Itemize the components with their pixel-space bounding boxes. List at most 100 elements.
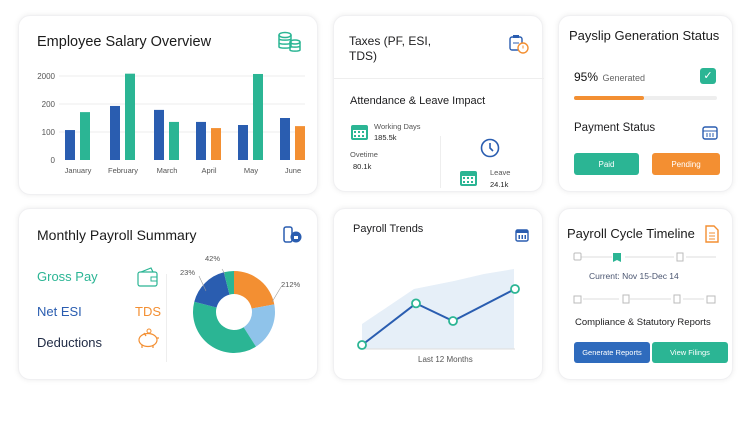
bar	[154, 109, 164, 160]
donut-slice	[194, 272, 230, 308]
summary-title: Monthly Payroll Summary	[37, 227, 197, 243]
generate-reports-button[interactable]: Generate Reports	[574, 342, 650, 363]
bar	[196, 121, 206, 160]
payroll-trend-chart	[357, 269, 520, 350]
donut-slice	[234, 271, 275, 309]
x-tick-label: January	[65, 166, 92, 175]
y-tick-label: 100	[42, 128, 56, 137]
vertical-divider	[166, 274, 167, 362]
timeline-step-icon	[673, 294, 681, 304]
donut-label: 212%	[281, 280, 301, 289]
timeline-step-icon	[706, 295, 716, 304]
paid-button[interactable]: Paid	[574, 153, 639, 175]
bar	[110, 105, 120, 160]
pending-button[interactable]: Pending	[652, 153, 720, 175]
generation-progress-bar	[574, 96, 717, 100]
timeline-track	[573, 252, 716, 304]
salary-title: Employee Salary Overview	[37, 34, 212, 50]
bar	[125, 73, 135, 160]
card-divider	[334, 78, 544, 79]
coins-icon	[278, 31, 301, 52]
y-tick-label: 2000	[37, 72, 55, 81]
clock-icon	[480, 138, 500, 158]
wallet-icon	[137, 267, 158, 287]
overtime-label: Ovetime	[350, 150, 378, 159]
timeline-current-step-icon	[613, 253, 621, 262]
trend-point	[357, 340, 367, 350]
generation-progress-fill	[574, 96, 645, 100]
trend-point	[510, 284, 520, 294]
taxes-title-line1: Taxes (PF, ESI,	[349, 34, 432, 48]
wallet-lock-icon	[283, 226, 302, 243]
y-tick-label: 0	[51, 156, 56, 165]
taxes-title: Taxes (PF, ESI, TDS)	[349, 34, 431, 64]
calendar-icon	[515, 229, 529, 242]
gross-pay-label: Gross Pay	[37, 269, 98, 284]
deductions-label: Deductions	[37, 335, 103, 350]
donut-slice	[223, 271, 234, 295]
bar	[295, 126, 305, 160]
trend-point	[448, 316, 458, 326]
salary-overview-card: Employee Salary Overview 0 100 200 2000 Janu…	[18, 15, 318, 195]
leader-line	[198, 275, 207, 292]
vertical-divider	[440, 136, 441, 188]
clipboard-alert-icon	[509, 35, 529, 54]
calendar-icon	[460, 171, 477, 186]
working-days-label: Working Days	[374, 122, 421, 131]
timeline-step-icon	[573, 295, 582, 304]
trend-area	[362, 269, 514, 349]
taxes-attendance-card: Taxes (PF, ESI, TDS) Attendance & Leave …	[333, 15, 544, 192]
working-days-value: 185.5k	[374, 133, 397, 142]
x-tick-label: February	[108, 166, 138, 175]
y-tick-label: 200	[42, 100, 56, 109]
bar	[211, 128, 221, 160]
check-icon: ✓	[700, 68, 716, 84]
leader-line	[271, 286, 282, 303]
taxes-title-line2: TDS)	[349, 49, 377, 63]
attendance-title: Attendance & Leave Impact	[350, 95, 486, 107]
payroll-donut-chart	[192, 268, 282, 353]
leader-line	[221, 268, 226, 275]
tds-label: TDS	[135, 304, 161, 319]
document-icon	[705, 225, 719, 243]
trend-x-label: Last 12 Months	[418, 355, 473, 364]
payslip-card: Payslip Generation Status 95% Generated …	[558, 15, 733, 192]
bar	[280, 118, 290, 160]
bar	[238, 125, 248, 160]
payment-status-title: Payment Status	[574, 122, 656, 134]
bar	[65, 130, 75, 160]
salary-bar-chart: 0 100 200 2000 January February March April May J…	[37, 72, 305, 175]
donut-label: 23%	[180, 268, 196, 277]
x-tick-label: March	[157, 166, 178, 175]
bar	[80, 112, 90, 160]
trend-point	[411, 298, 421, 309]
bar	[253, 73, 263, 160]
trends-title: Payroll Trends	[353, 223, 424, 235]
leave-label: Leave	[490, 168, 511, 177]
payroll-trends-card: Payroll Trends Last 12 Months	[333, 208, 543, 380]
generated-percent: 95%	[574, 70, 599, 84]
view-filings-button[interactable]: View Filings	[652, 342, 728, 363]
leave-value: 24.1k	[490, 180, 509, 189]
net-esi-label: Net ESI	[37, 304, 82, 319]
donut-slice	[243, 304, 275, 347]
calendar-icon	[702, 126, 718, 140]
payroll-timeline-card: Payroll Cycle Timeline Current: Nov 15-D…	[558, 208, 733, 380]
payroll-summary-card: Monthly Payroll Summary Gross Pay Net ES…	[18, 208, 318, 380]
payslip-title: Payslip Generation Status	[569, 28, 720, 43]
timeline-step-icon	[676, 252, 684, 262]
timeline-step-icon	[622, 294, 630, 304]
calendar-icon	[351, 125, 368, 140]
x-tick-label: April	[201, 166, 216, 175]
piggy-bank-icon	[138, 328, 159, 348]
timeline-step-icon	[573, 252, 582, 261]
generated-label: Generated	[602, 73, 646, 83]
donut-label: 42%	[205, 254, 221, 263]
donut-slice	[192, 301, 256, 353]
current-period: Current: Nov 15-Dec 14	[589, 271, 679, 281]
generated-status: 95% Generated	[574, 68, 645, 86]
overtime-value: 80.1k	[353, 162, 372, 171]
trend-line	[361, 288, 516, 346]
x-tick-label: May	[244, 166, 258, 175]
timeline-title: Payroll Cycle Timeline	[567, 226, 695, 241]
